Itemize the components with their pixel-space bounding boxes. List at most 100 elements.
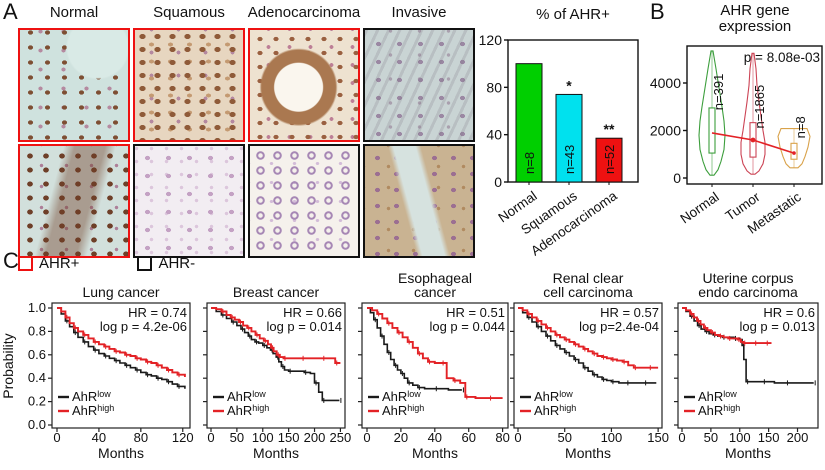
ahr-status-legend: AHR+ AHR- (18, 255, 195, 272)
histology-adeno-top (248, 28, 360, 142)
svg-text:n=1865: n=1865 (752, 85, 767, 129)
svg-text:40: 40 (428, 430, 442, 445)
ahr-positive-swatch (18, 256, 33, 271)
svg-text:0.4: 0.4 (28, 370, 46, 385)
svg-text:Normal: Normal (677, 189, 721, 226)
svg-text:log p = 0.013: log p = 0.013 (739, 319, 815, 334)
svg-text:expression: expression (719, 18, 792, 35)
svg-text:100: 100 (729, 430, 751, 445)
svg-text:Esophageal: Esophageal (398, 270, 472, 286)
panel-a-label: A (3, 0, 18, 24)
svg-text:80: 80 (134, 430, 148, 445)
svg-text:0: 0 (53, 430, 60, 445)
svg-text:2000: 2000 (650, 123, 681, 139)
histology-squamous-top (133, 28, 245, 142)
svg-text:40: 40 (486, 127, 502, 143)
svg-text:0: 0 (514, 430, 521, 445)
svg-text:0.2: 0.2 (28, 394, 46, 409)
svg-text:AhRhigh: AhRhigh (227, 403, 269, 418)
svg-text:Months: Months (98, 445, 144, 461)
svg-text:40: 40 (92, 430, 106, 445)
svg-text:0: 0 (363, 430, 370, 445)
svg-text:p = 8.08e-03: p = 8.08e-03 (744, 50, 820, 65)
svg-text:100: 100 (252, 430, 274, 445)
svg-text:250: 250 (330, 430, 352, 445)
svg-text:cancer: cancer (414, 284, 456, 300)
svg-text:80: 80 (495, 430, 509, 445)
svg-text:0: 0 (494, 174, 502, 190)
svg-text:n=52: n=52 (602, 145, 617, 174)
svg-text:AhRhigh: AhRhigh (382, 403, 424, 418)
svg-text:log p=2.4e-04: log p=2.4e-04 (579, 319, 659, 334)
column-title-invasive: Invasive (391, 4, 447, 21)
bar-chart-percent-ahr-positive: % of AHR+04080120n=8Normaln=43*Squamousn… (479, 6, 639, 259)
svg-text:log p = 0.044: log p = 0.044 (429, 319, 505, 334)
svg-text:n=8: n=8 (522, 152, 537, 174)
svg-text:Lung cancer: Lung cancer (82, 284, 159, 300)
histology-adeno-bottom (248, 144, 360, 258)
svg-text:AHR gene: AHR gene (720, 2, 789, 19)
svg-text:Months: Months (412, 445, 458, 461)
svg-text:120: 120 (172, 430, 194, 445)
svg-text:cell carcinoma: cell carcinoma (543, 284, 633, 300)
svg-text:n=8: n=8 (793, 116, 808, 138)
svg-text:20: 20 (394, 430, 408, 445)
svg-text:n=43: n=43 (562, 145, 577, 174)
ahr-negative-swatch (137, 256, 153, 271)
svg-text:Months: Months (253, 445, 299, 461)
svg-text:150: 150 (758, 430, 780, 445)
svg-text:0: 0 (207, 430, 214, 445)
svg-text:4000: 4000 (650, 75, 681, 91)
column-title-squamous: Squamous (153, 4, 225, 21)
svg-text:Probability: Probability (0, 333, 16, 398)
column-title-normal: Normal (49, 4, 99, 21)
histology-squamous-bottom (133, 144, 245, 258)
histology-normal-top (18, 28, 130, 142)
svg-text:100: 100 (601, 430, 623, 445)
svg-text:50: 50 (704, 430, 718, 445)
histology-normal-bottom (18, 144, 130, 258)
svg-text:AhRhigh: AhRhigh (72, 403, 114, 418)
svg-text:**: ** (604, 121, 615, 137)
svg-text:150: 150 (647, 430, 669, 445)
svg-text:200: 200 (304, 430, 326, 445)
svg-text:60: 60 (461, 430, 475, 445)
svg-text:0: 0 (673, 170, 681, 186)
svg-text:AhRhigh: AhRhigh (534, 403, 576, 418)
svg-text:HR = 0.66: HR = 0.66 (283, 305, 342, 320)
svg-text:n=391: n=391 (711, 74, 726, 111)
svg-text:HR = 0.57: HR = 0.57 (600, 305, 659, 320)
svg-text:0.6: 0.6 (28, 347, 46, 362)
svg-text:log p = 4.2e-06: log p = 4.2e-06 (100, 319, 187, 334)
ahr-positive-label: AHR+ (39, 255, 80, 272)
ahr-negative-label: AHR- (158, 255, 196, 272)
svg-text:50: 50 (230, 430, 244, 445)
column-title-adenocarcinoma: Adenocarcinoma (247, 4, 361, 21)
svg-text:% of AHR+: % of AHR+ (536, 6, 610, 23)
svg-text:0.8: 0.8 (28, 323, 46, 338)
svg-text:AhRhigh: AhRhigh (698, 403, 740, 418)
svg-text:endo carcinoma: endo carcinoma (698, 284, 798, 300)
svg-text:HR = 0.6: HR = 0.6 (763, 305, 815, 320)
svg-text:Renal clear: Renal clear (553, 270, 624, 286)
svg-text:50: 50 (557, 430, 571, 445)
svg-text:AhRlow: AhRlow (227, 389, 266, 404)
svg-text:AhRlow: AhRlow (72, 389, 111, 404)
svg-text:200: 200 (787, 430, 809, 445)
svg-text:*: * (566, 77, 572, 93)
svg-text:0: 0 (678, 430, 685, 445)
kaplan-meier-survival-plots: Lung cancer 0.0 0.2 0.4 0.6 0.8 1.0 Probability… (0, 270, 819, 461)
ahr-positive-legend-item: AHR+ (18, 255, 79, 272)
panel-b-label: B (650, 0, 665, 24)
svg-text:1.0: 1.0 (28, 300, 46, 315)
svg-text:Breast cancer: Breast cancer (233, 284, 320, 300)
svg-text:HR = 0.74: HR = 0.74 (128, 305, 187, 320)
ahr-negative-legend-item: AHR- (137, 255, 195, 272)
svg-text:Months: Months (725, 445, 771, 461)
svg-text:AhRlow: AhRlow (382, 389, 421, 404)
svg-text:HR = 0.51: HR = 0.51 (446, 305, 505, 320)
histology-invasive-top (363, 28, 475, 142)
svg-text:Uterine corpus: Uterine corpus (702, 270, 793, 286)
